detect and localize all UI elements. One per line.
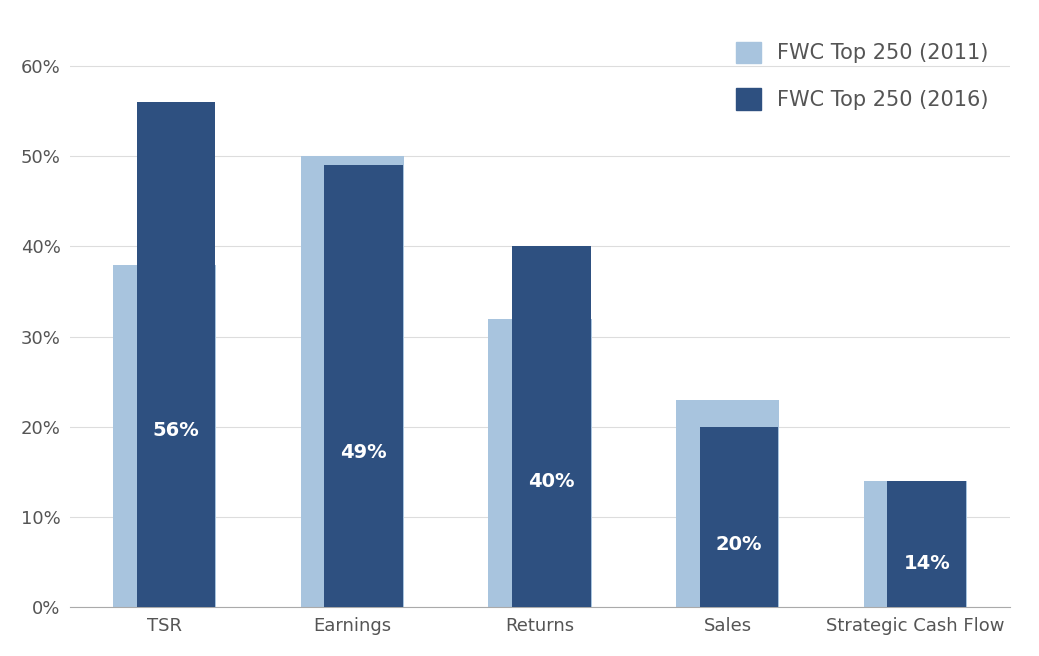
Text: 14%: 14% [903,554,950,573]
Text: 40%: 40% [528,472,575,491]
Bar [136,102,215,607]
Text: 20%: 20% [716,535,763,554]
Bar [113,264,216,607]
Bar [863,481,967,607]
Bar [512,247,591,607]
Bar [488,319,591,607]
Bar [324,165,403,607]
Bar [699,427,778,607]
Bar [887,481,966,607]
Text: 49%: 49% [341,443,387,462]
Bar [301,156,404,607]
Legend: FWC Top 250 (2011), FWC Top 250 (2016): FWC Top 250 (2011), FWC Top 250 (2016) [725,31,1000,121]
Text: 56%: 56% [153,421,199,440]
Bar [676,400,779,607]
